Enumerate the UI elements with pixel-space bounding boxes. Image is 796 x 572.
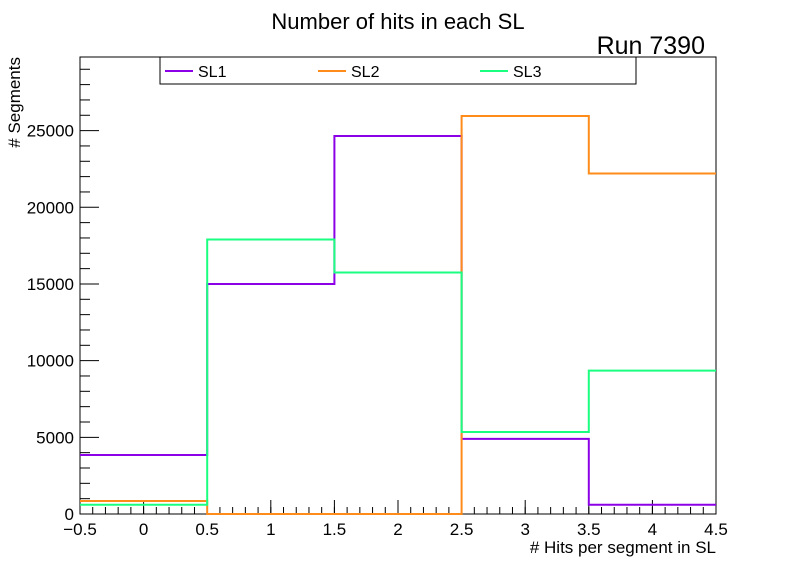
y-tick-label: 20000 bbox=[27, 198, 74, 217]
x-tick-label: −0.5 bbox=[63, 520, 97, 539]
legend-label-sl1: SL1 bbox=[198, 64, 227, 81]
x-axis-tick-labels: −0.5 0 0.5 1 1.5 2 2.5 3 3.5 4 4.5 bbox=[63, 520, 728, 539]
x-tick-label: 2 bbox=[393, 520, 402, 539]
series-lines bbox=[80, 115, 716, 515]
x-tick-label: 1.5 bbox=[323, 520, 347, 539]
series-sl1-line bbox=[80, 134, 716, 506]
y-tick-label: 0 bbox=[65, 505, 74, 524]
y-tick-label: 10000 bbox=[27, 352, 74, 371]
legend-label-sl2: SL2 bbox=[351, 64, 380, 81]
x-tick-label: 0.5 bbox=[195, 520, 219, 539]
series-sl3-line bbox=[80, 238, 716, 506]
y-axis-label: # Segments bbox=[5, 57, 24, 148]
y-tick-label: 25000 bbox=[27, 122, 74, 141]
x-tick-label: 3.5 bbox=[577, 520, 601, 539]
x-tick-label: 4.5 bbox=[704, 520, 728, 539]
y-tick-label: 5000 bbox=[36, 428, 74, 447]
y-tick-label: 15000 bbox=[27, 275, 74, 294]
y-axis-tick-labels: 0 5000 10000 15000 20000 25000 bbox=[27, 122, 74, 524]
x-tick-label: 2.5 bbox=[450, 520, 474, 539]
x-axis-label: # Hits per segment in SL bbox=[530, 538, 716, 557]
x-axis-ticks bbox=[79, 500, 717, 514]
legend: SL1 SL2 SL3 bbox=[159, 56, 637, 85]
plot-frame bbox=[79, 56, 717, 515]
x-tick-label: 1 bbox=[266, 520, 275, 539]
x-tick-label: 0 bbox=[139, 520, 148, 539]
y-axis-ticks bbox=[80, 68, 99, 515]
legend-label-sl3: SL3 bbox=[513, 64, 542, 81]
run-annotation: Run 7390 bbox=[597, 32, 705, 60]
x-tick-label: 4 bbox=[648, 520, 657, 539]
legend-entries: SL1 SL2 SL3 bbox=[165, 64, 542, 81]
x-tick-label: 3 bbox=[520, 520, 529, 539]
chart-title: Number of hits in each SL bbox=[271, 9, 524, 34]
legend-box bbox=[159, 56, 637, 85]
